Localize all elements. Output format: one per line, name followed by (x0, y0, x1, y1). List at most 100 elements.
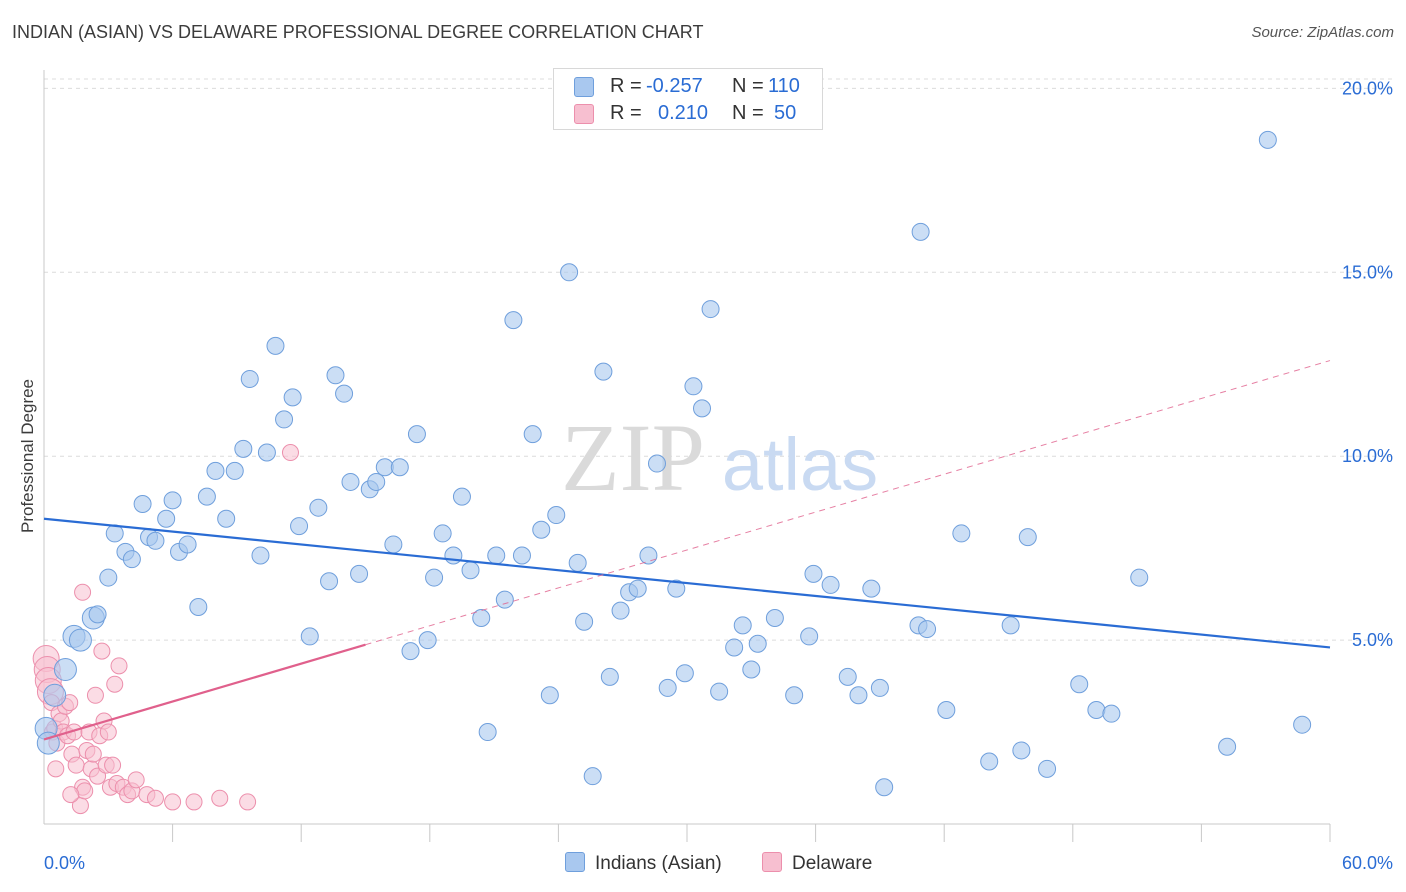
indians-asian-point (952, 524, 971, 543)
legend-n-value: 110 (768, 75, 800, 97)
delaware-trendline-solid (43, 643, 366, 741)
indians-asian-trendline (43, 517, 1331, 649)
indians-asian-point (733, 616, 752, 635)
delaware-point (84, 745, 102, 763)
indians-asian-point (1070, 675, 1089, 694)
stats-legend: R = -0.257 N = 110 R = 0.210 N = 50 (553, 68, 823, 130)
delaware-point (74, 583, 92, 601)
indians-asian-point (257, 443, 276, 462)
indians-asian-point (418, 631, 437, 650)
watermark-atlas: atlas (722, 423, 878, 506)
indians-asian-point (495, 590, 514, 609)
indians-asian-point (320, 572, 339, 591)
legend-r-label: R = (610, 75, 642, 97)
bottom-legend-delaware[interactable]: Delaware (762, 852, 872, 875)
legend-r-value: -0.257 (646, 75, 703, 97)
indians-asian-point (725, 638, 744, 657)
grid-lines (44, 78, 1392, 641)
indians-asian-point (375, 458, 394, 477)
indians-asian-point (283, 388, 302, 407)
delaware-point (76, 782, 94, 800)
indians-asian-point (785, 686, 804, 705)
bottom-legend-indians[interactable]: Indians (Asian) (565, 852, 722, 875)
bottom-legend-label: Indians (Asian) (595, 853, 722, 874)
delaware-point (239, 793, 257, 811)
indians-asian-point (800, 627, 819, 646)
indians-asian-point (407, 425, 426, 444)
indians-asian-point (1258, 130, 1277, 149)
y-tick-label: 5.0% (1352, 630, 1393, 650)
indians-asian-point (647, 454, 666, 473)
indians-asian-point (523, 425, 542, 444)
indians-asian-point (1087, 700, 1106, 719)
chart-title: INDIAN (ASIAN) VS DELAWARE PROFESSIONAL … (12, 22, 704, 42)
bottom-legend-swatch-pink (762, 852, 782, 872)
delaware-point (104, 756, 122, 774)
indians-asian-point (266, 336, 285, 355)
indians-asian-point (88, 605, 107, 624)
indians-asian-point (667, 579, 686, 598)
indians-asian-point (748, 634, 767, 653)
indians-asian-point (628, 579, 647, 598)
indians-asian-point (600, 667, 619, 686)
indians-asian-point (326, 366, 345, 385)
delaware-point (127, 771, 145, 789)
indians-asian-point (146, 531, 165, 550)
indians-asian-point (68, 628, 92, 652)
bottom-legend-swatch-blue (565, 852, 585, 872)
indians-asian-point (1001, 616, 1020, 635)
delaware-point (67, 756, 85, 774)
delaware-point (93, 642, 111, 660)
indians-asian-point (53, 658, 77, 682)
indians-asian-point (341, 472, 360, 491)
indians-asian-point (918, 620, 937, 639)
indians-asian-point (444, 546, 463, 565)
indians-asian-point (367, 472, 386, 491)
indians-asian-point (461, 561, 480, 580)
indians-asian-point (870, 678, 889, 697)
source-label: Source: ZipAtlas.com (1251, 24, 1394, 41)
x-tick-label-max: 60.0% (1342, 853, 1393, 873)
indians-asian-point (1130, 568, 1149, 587)
indians-asian-point (401, 642, 420, 661)
indians-asian-point (594, 362, 613, 381)
indians-asian-point (710, 682, 729, 701)
delaware-point (86, 686, 104, 704)
indians-asian-point (560, 263, 579, 282)
legend-swatch-pink (574, 104, 594, 124)
indians-asian-point (189, 597, 208, 616)
indians-asian-point (1218, 737, 1237, 756)
indians-asian-points (34, 130, 1312, 797)
indians-asian-point (1038, 759, 1057, 778)
indians-asian-point (583, 767, 602, 786)
indians-asian-point (804, 564, 823, 583)
x-tick-label-min: 0.0% (44, 853, 85, 873)
indians-asian-point (433, 524, 452, 543)
indians-asian-point (122, 550, 141, 569)
indians-asian-point (504, 311, 523, 330)
delaware-point (164, 793, 182, 811)
legend-n-label: N = (732, 75, 764, 97)
indians-asian-point (821, 575, 840, 594)
delaware-point (185, 793, 203, 811)
indians-asian-point (478, 723, 497, 742)
delaware-point (110, 657, 128, 675)
indians-asian-point (384, 535, 403, 554)
indians-asian-point (390, 458, 409, 477)
indians-asian-point (133, 495, 152, 514)
indians-asian-point (980, 752, 999, 771)
indians-asian-point (217, 509, 236, 528)
indians-asian-point (532, 520, 551, 539)
indians-asian-point (875, 778, 894, 797)
indians-asian-point (639, 546, 658, 565)
indians-asian-point (251, 546, 270, 565)
indians-asian-point (206, 461, 225, 480)
indians-asian-point (99, 568, 118, 587)
delaware-point (47, 760, 65, 778)
indians-asian-point (684, 377, 703, 396)
indians-asian-point (309, 498, 328, 517)
indians-asian-point (225, 461, 244, 480)
y-axis-label: Professional Degree (18, 378, 37, 534)
indians-asian-point (540, 686, 559, 705)
